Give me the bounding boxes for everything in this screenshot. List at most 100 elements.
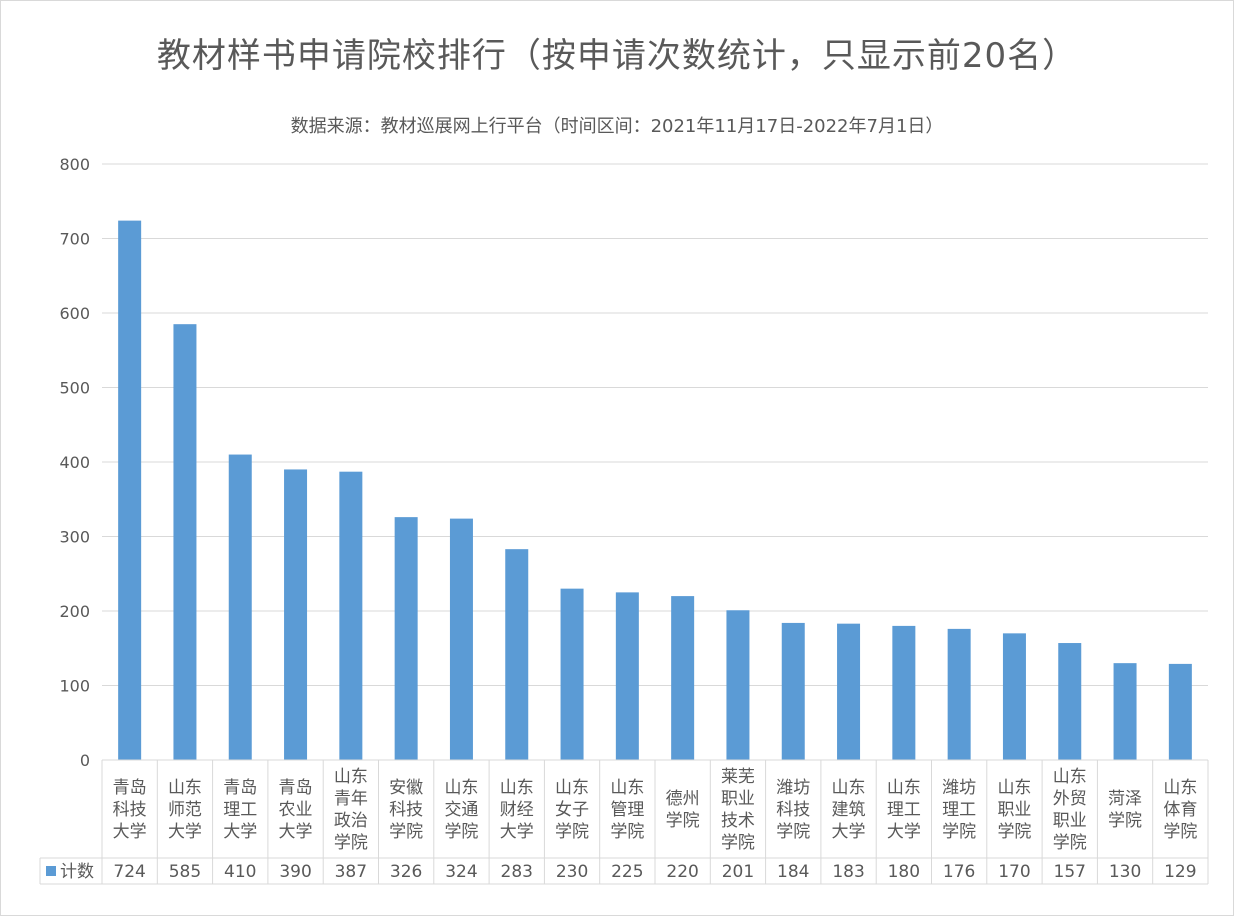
x-tick-label: 山东: [168, 778, 202, 798]
bar: [892, 625, 916, 760]
data-table-value: 170: [998, 862, 1030, 882]
x-tick-label: 学院: [334, 833, 368, 853]
x-tick-label: 建筑: [832, 800, 866, 820]
bar: [837, 623, 861, 760]
x-tick-label: 理工: [942, 800, 976, 820]
x-tick-label: 体育: [1163, 800, 1197, 820]
x-tick-label: 大学: [113, 822, 147, 842]
data-table-value: 387: [335, 862, 367, 882]
x-tick-label: 学院: [610, 822, 644, 842]
bar: [560, 588, 584, 760]
chart-subtitle: 数据来源：教材巡展网上行平台（时间区间：2021年11月17日-2022年7月1…: [290, 116, 944, 137]
x-tick-label: 技术: [721, 811, 755, 831]
x-tick-label: 理工: [887, 800, 921, 820]
x-tick-label: 女子: [555, 800, 589, 820]
x-tick-label: 政治: [334, 811, 368, 831]
x-tick-label: 山东: [500, 778, 534, 798]
x-tick-label: 山东: [887, 778, 921, 798]
x-tick-label: 科技: [389, 800, 423, 820]
x-tick-label: 青年: [334, 789, 368, 809]
x-tick-label: 学院: [776, 822, 810, 842]
bar: [284, 469, 308, 760]
x-tick-label: 山东: [832, 778, 866, 798]
bar: [228, 454, 252, 760]
data-table-value: 180: [888, 862, 920, 882]
x-tick-label: 科技: [113, 800, 147, 820]
x-tick-label: 农业: [279, 800, 313, 820]
x-tick-label: 理工: [223, 800, 257, 820]
y-tick-label: 500: [59, 379, 90, 398]
data-table-value: 724: [113, 862, 145, 882]
data-table-value: 183: [832, 862, 864, 882]
y-tick-label: 400: [59, 453, 90, 472]
bar: [505, 549, 529, 760]
data-table-value: 585: [169, 862, 201, 882]
x-tick-label: 科技: [776, 800, 810, 820]
bar: [339, 471, 363, 760]
x-tick-label: 山东: [610, 778, 644, 798]
bar: [1168, 663, 1192, 760]
bar: [1058, 643, 1082, 760]
data-table-value: 201: [722, 862, 754, 882]
data-table-value: 326: [390, 862, 422, 882]
data-table-value: 410: [224, 862, 256, 882]
x-tick-label: 学院: [444, 822, 478, 842]
x-tick-label: 职业: [997, 800, 1031, 820]
data-table-value: 129: [1164, 862, 1196, 882]
x-tick-label: 学院: [997, 822, 1031, 842]
x-tick-label: 德州: [666, 789, 700, 809]
bar: [394, 517, 418, 760]
x-tick-label: 安徽: [389, 778, 423, 798]
bar: [615, 592, 639, 760]
y-tick-label: 800: [59, 155, 90, 174]
bar: [449, 518, 473, 760]
data-table-value: 184: [777, 862, 809, 882]
x-tick-label: 莱芜: [721, 767, 755, 787]
y-tick-label: 700: [59, 230, 90, 249]
data-table-value: 220: [666, 862, 698, 882]
data-table-value: 225: [611, 862, 643, 882]
x-tick-label: 外贸: [1053, 789, 1087, 809]
bar: [947, 628, 971, 760]
x-tick-label: 学院: [1108, 811, 1142, 831]
x-tick-label: 大学: [500, 822, 534, 842]
x-tick-label: 潍坊: [942, 778, 976, 798]
x-tick-label: 学院: [721, 833, 755, 853]
x-tick-label: 学院: [1163, 822, 1197, 842]
x-tick-label: 大学: [279, 822, 313, 842]
data-table-value: 176: [943, 862, 975, 882]
data-table-value: 130: [1109, 862, 1141, 882]
y-tick-label: 300: [59, 528, 90, 547]
y-tick-label: 200: [59, 602, 90, 621]
legend-swatch: [46, 866, 56, 876]
x-tick-label: 青岛: [279, 778, 313, 798]
legend-label: 计数: [60, 862, 94, 882]
x-tick-label: 大学: [168, 822, 202, 842]
x-tick-label: 财经: [500, 800, 534, 820]
x-tick-label: 学院: [1053, 833, 1087, 853]
data-table-value: 324: [445, 862, 477, 882]
x-tick-label: 学院: [666, 811, 700, 831]
x-tick-label: 山东: [444, 778, 478, 798]
x-tick-label: 山东: [1053, 767, 1087, 787]
x-tick-label: 大学: [223, 822, 257, 842]
bar: [173, 324, 197, 760]
x-tick-label: 学院: [942, 822, 976, 842]
data-table-value: 230: [556, 862, 588, 882]
x-tick-label: 潍坊: [776, 778, 810, 798]
chart-title: 教材样书申请院校排行（按申请次数统计，只显示前20名）: [156, 36, 1078, 76]
bar: [781, 622, 805, 760]
x-tick-label: 师范: [168, 800, 202, 820]
x-tick-label: 学院: [389, 822, 423, 842]
x-tick-label: 山东: [334, 767, 368, 787]
x-tick-label: 学院: [555, 822, 589, 842]
data-table-value: 157: [1054, 862, 1086, 882]
y-tick-label: 600: [59, 304, 90, 323]
bar: [1113, 663, 1137, 760]
y-tick-label: 0: [80, 751, 90, 770]
x-tick-label: 职业: [1053, 811, 1087, 831]
data-table-value: 390: [279, 862, 311, 882]
data-table-value: 283: [501, 862, 533, 882]
